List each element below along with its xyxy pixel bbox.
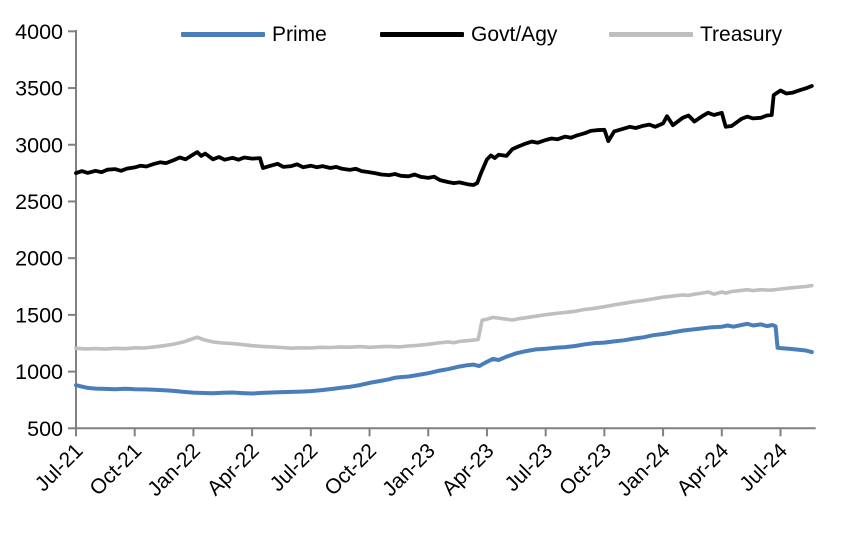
- legend-line-prime-icon: [181, 32, 265, 37]
- x-tick-label: Oct-21: [85, 439, 146, 500]
- legend-line-govt-agy-icon: [380, 32, 464, 37]
- x-tick-label: Apr-24: [672, 439, 733, 500]
- y-tick-label: 4000: [15, 20, 63, 44]
- y-tick-label: 3500: [15, 77, 63, 101]
- legend-label-treasury: Treasury: [700, 23, 783, 46]
- y-tick-label: 3000: [15, 133, 63, 157]
- series-line-treasury: [74, 283, 814, 351]
- legend-item-govt-agy: Govt/Agy: [380, 24, 557, 45]
- x-tick-label: Oct-23: [555, 439, 616, 500]
- x-tick-label: Apr-22: [203, 439, 264, 500]
- y-tick-label: 500: [27, 417, 63, 441]
- x-tick-label: Apr-23: [438, 439, 499, 500]
- legend-item-prime: Prime: [181, 24, 327, 45]
- series-line-prime: [74, 321, 814, 396]
- x-tick-label: Jul-23: [500, 439, 557, 496]
- x-tick-label: Jul-22: [266, 439, 323, 496]
- legend-label-prime: Prime: [272, 23, 327, 46]
- x-tick-label: Jan-23: [378, 439, 440, 501]
- legend-line-treasury-icon: [609, 32, 693, 37]
- y-tick-label: 2500: [15, 190, 63, 214]
- y-tick-label: 1500: [15, 303, 63, 327]
- x-tick-label: Jan-22: [143, 439, 205, 501]
- x-tick-label: Jan-24: [613, 439, 675, 501]
- legend-item-treasury: Treasury: [609, 24, 782, 45]
- x-tick-label: Oct-22: [320, 439, 381, 500]
- y-tick-label: 1000: [15, 360, 63, 384]
- legend-label-govt-agy: Govt/Agy: [471, 23, 558, 46]
- x-tick-label: Jul-24: [735, 439, 792, 496]
- x-tick-label: Jul-21: [31, 439, 88, 496]
- series-line-govt-agy: [74, 84, 814, 187]
- y-tick-label: 2000: [15, 247, 63, 271]
